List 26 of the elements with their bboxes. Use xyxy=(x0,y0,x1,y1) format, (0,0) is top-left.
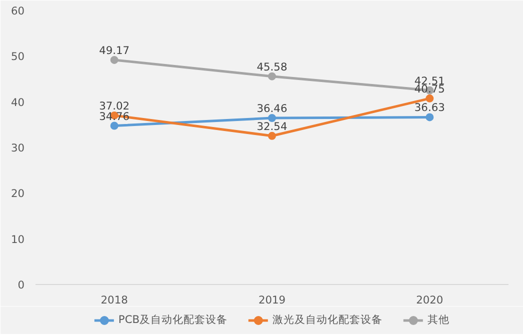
x-tick-label: 2018 xyxy=(100,294,128,306)
data-label: 49.17 xyxy=(99,44,130,57)
legend-label: PCB及自动化配套设备 xyxy=(118,313,228,327)
point xyxy=(110,122,118,130)
y-tick-label: 20 xyxy=(10,187,25,200)
y-tick-label: 50 xyxy=(10,50,25,64)
point xyxy=(268,132,276,140)
data-label: 36.63 xyxy=(414,101,445,114)
data-label: 36.46 xyxy=(256,102,288,115)
point xyxy=(268,114,276,122)
y-tick-label: 60 xyxy=(10,4,25,18)
data-label: 32.54 xyxy=(256,120,288,133)
point xyxy=(426,94,434,102)
point xyxy=(268,72,276,80)
x-tick-label: 2020 xyxy=(416,294,444,306)
x-tick-label: 2019 xyxy=(258,294,286,306)
legend-label: 激光及自动化配套设备 xyxy=(272,313,383,327)
y-tick-label: 0 xyxy=(18,278,25,292)
y-tick-label: 10 xyxy=(10,232,25,246)
y-tick-label: 40 xyxy=(10,96,25,109)
data-label: 37.02 xyxy=(99,99,130,112)
legend-label: 其他 xyxy=(428,313,450,327)
data-label: 45.58 xyxy=(256,60,288,74)
point xyxy=(426,113,434,122)
y-tick-label: 30 xyxy=(10,142,25,154)
point xyxy=(110,56,118,64)
